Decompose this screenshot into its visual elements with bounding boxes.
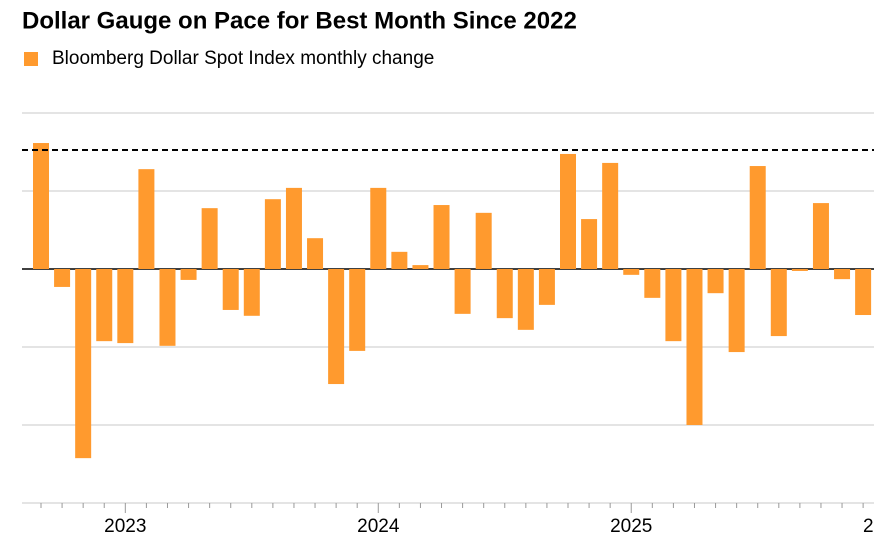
bar <box>475 212 492 269</box>
bar <box>538 269 555 305</box>
bar <box>117 269 134 344</box>
bar <box>243 269 260 316</box>
bar <box>623 269 640 275</box>
x-tick-label: 2023 <box>104 516 146 537</box>
bar <box>328 269 345 385</box>
legend-label: Bloomberg Dollar Spot Index monthly chan… <box>52 48 434 69</box>
bar <box>412 265 429 269</box>
bar <box>517 269 534 330</box>
bar <box>855 269 872 316</box>
bar <box>834 269 851 280</box>
bar <box>33 143 49 269</box>
x-tick-label: 2024 <box>357 516 400 537</box>
bar <box>812 203 829 269</box>
bar <box>581 219 598 269</box>
bar <box>728 269 745 353</box>
bar <box>602 162 619 269</box>
bar <box>370 187 387 269</box>
bar <box>201 208 218 269</box>
bar <box>791 269 808 271</box>
bar <box>285 187 302 269</box>
bar <box>686 269 703 425</box>
bar <box>665 269 682 342</box>
x-tick-label: 2026 <box>863 516 874 537</box>
bar <box>454 269 471 314</box>
bar <box>180 269 197 280</box>
bar <box>749 166 766 269</box>
chart-title: Dollar Gauge on Pace for Best Month Sinc… <box>22 7 577 34</box>
bar <box>496 269 513 319</box>
bar <box>159 269 176 346</box>
bar <box>391 251 408 269</box>
bar <box>54 269 71 287</box>
bar <box>138 169 155 269</box>
bar <box>707 269 724 294</box>
bar <box>560 153 576 269</box>
x-tick-label: 2025 <box>610 516 652 537</box>
bar <box>433 205 450 269</box>
bar <box>264 199 281 269</box>
legend-swatch <box>24 52 38 66</box>
bar <box>75 269 92 459</box>
bar <box>644 269 661 298</box>
bar <box>349 269 366 351</box>
bar <box>96 269 113 342</box>
bar <box>307 238 324 269</box>
bar <box>770 269 787 337</box>
bar <box>222 269 239 310</box>
